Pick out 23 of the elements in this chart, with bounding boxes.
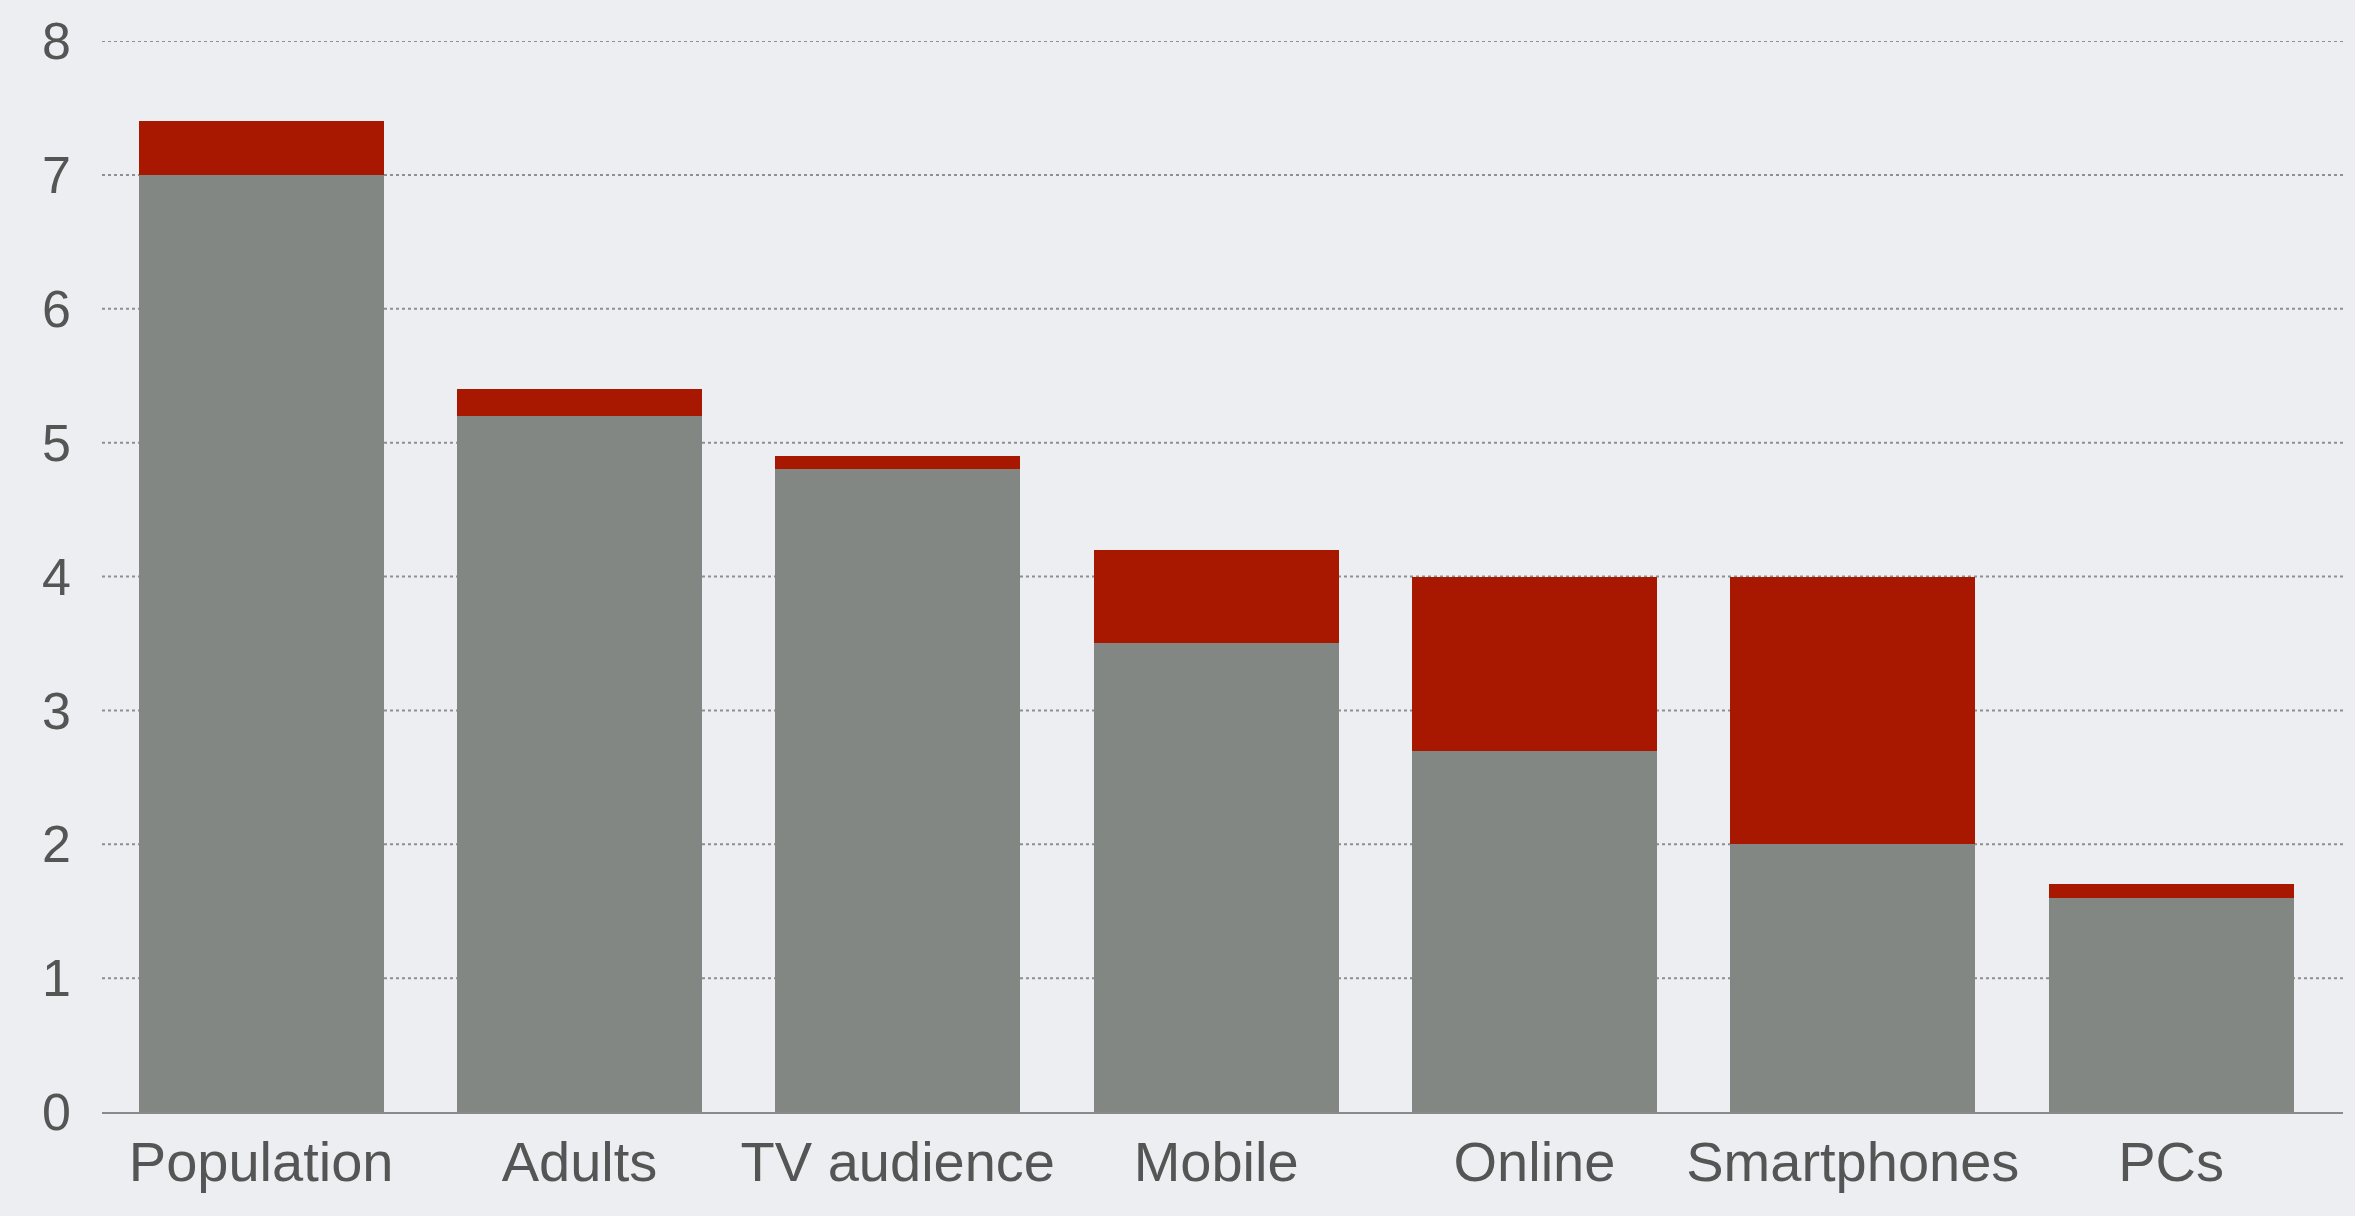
y-tick-label: 2 <box>42 815 71 874</box>
y-tick-label: 0 <box>42 1083 71 1142</box>
bar <box>138 121 384 175</box>
bar <box>1730 576 1976 845</box>
y-tick-label: 4 <box>42 547 71 606</box>
y-tick-label: 6 <box>42 279 71 338</box>
y-tick-label: 1 <box>42 949 71 1008</box>
y-tick-label: 3 <box>42 681 71 740</box>
bar <box>775 456 1021 470</box>
bar <box>1411 576 1658 751</box>
x-tick-label: TV audience <box>740 1130 1056 1194</box>
bar <box>1093 549 1339 644</box>
bar <box>456 389 703 416</box>
x-tick-label: PCs <box>2118 1130 2225 1194</box>
x-tick-label: Online <box>1453 1130 1616 1194</box>
x-tick-label: Mobile <box>1133 1130 1299 1194</box>
y-tick-label: 5 <box>42 413 71 472</box>
bar <box>2048 884 2294 898</box>
y-tick-label: 8 <box>42 12 71 71</box>
x-tick-label: Adults <box>501 1130 658 1194</box>
x-tick-label: Smartphones <box>1686 1130 2020 1194</box>
x-tick-label: Population <box>128 1130 394 1194</box>
y-tick-label: 7 <box>42 146 71 205</box>
